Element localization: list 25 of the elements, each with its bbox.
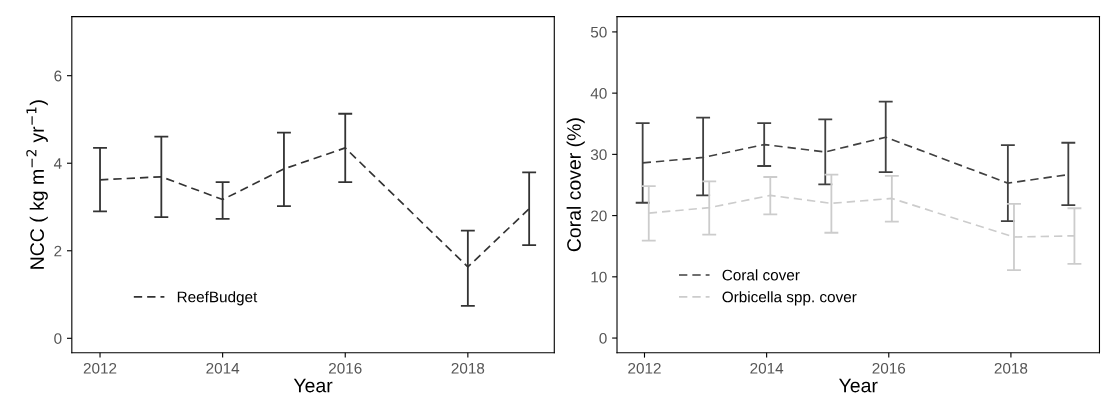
y-axis-title: NCC ( kg m$^{−2}$ yr$^{−1}$) — [26, 100, 48, 269]
x-tick-label: 2014 — [750, 362, 784, 374]
x-tick-label: 2016 — [872, 362, 906, 374]
y-tick-label: 40 — [590, 88, 607, 99]
y-tick-label: 10 — [591, 271, 607, 283]
legend-label: Coral cover — [722, 269, 800, 281]
y-tick-label: 30 — [590, 149, 607, 161]
y-tick-label: 0 — [54, 333, 62, 344]
y-tick-label: 6 — [54, 70, 62, 82]
x-axis-title: Year — [839, 378, 878, 393]
y-tick-label: 50 — [590, 26, 607, 38]
x-axis-title: Year — [293, 378, 333, 393]
x-tick-label: 2014 — [206, 362, 240, 374]
y-tick-label: 4 — [53, 158, 62, 169]
y-tick-label: 0 — [599, 332, 607, 344]
legend-label: Orbicella spp. cover — [722, 291, 857, 306]
x-tick-label: 2018 — [451, 362, 485, 374]
x-tick-label: 2012 — [628, 362, 661, 374]
y-axis-title: Coral cover (%) — [566, 118, 585, 252]
x-tick-label: 2018 — [994, 362, 1028, 374]
legend-label: ReefBudget — [177, 291, 258, 306]
x-tick-label: 2016 — [329, 362, 362, 374]
y-tick-label: 20 — [591, 210, 607, 222]
x-tick-label: 2012 — [83, 362, 117, 374]
y-tick-label: 2 — [54, 245, 62, 257]
